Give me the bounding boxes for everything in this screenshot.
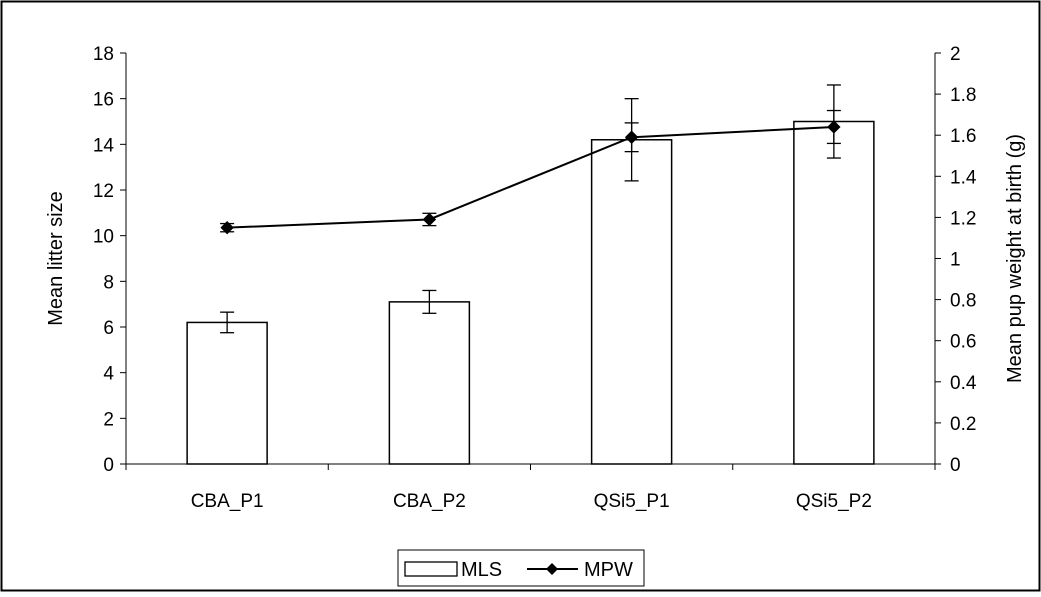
right-tick-label: 1.8 — [950, 85, 976, 106]
right-tick-label: 0 — [950, 455, 961, 476]
left-tick-label: 18 — [93, 44, 114, 65]
x-tick-label: CBA_P1 — [191, 491, 264, 512]
legend-label-mls: MLS — [461, 559, 502, 581]
axes-group: 0 2 4 6 8 10 12 14 16 18 0 0.2 0.4 0.6 0.8 1 1.2 1.4 1.6 1.… — [45, 44, 1026, 512]
bar-MLS — [186, 321, 268, 465]
left-tick-label: 4 — [103, 364, 114, 385]
left-tick-label: 12 — [93, 181, 114, 202]
right-tick-label: 1.6 — [950, 126, 976, 147]
legend: MLS MPW — [397, 549, 645, 587]
legend-swatch-bar — [404, 561, 458, 577]
point-marker-MPW — [827, 120, 841, 134]
left-tick-label: 8 — [103, 272, 114, 293]
y2-axis-title: Mean pup weight at birth (g) — [1004, 134, 1026, 383]
right-tick-label: 0.6 — [950, 332, 976, 353]
right-tick-label: 1.2 — [950, 208, 976, 229]
point-marker-MPW — [624, 130, 639, 144]
right-tick-label: 0.2 — [950, 414, 976, 435]
x-tick-label: QSi5_P1 — [594, 491, 670, 512]
right-tick-label: 1 — [950, 250, 961, 271]
right-tick-label: 0.4 — [950, 373, 977, 394]
right-tick-label: 2 — [950, 44, 961, 65]
x-tick-label: QSi5_P2 — [796, 491, 872, 512]
left-tick-label: 0 — [103, 455, 114, 476]
point-marker-MPW — [422, 212, 437, 227]
legend-marker-diamond — [546, 563, 558, 575]
x-tick-label: CBA_P2 — [393, 491, 466, 512]
bar-MLS — [590, 139, 673, 465]
right-tick-label: 1.4 — [950, 167, 977, 188]
left-tick-label: 2 — [103, 409, 114, 430]
bars-group — [186, 84, 875, 465]
left-tick-label: 16 — [93, 90, 114, 111]
point-marker-MPW — [220, 220, 234, 235]
line-MPW — [227, 125, 834, 229]
left-tick-label: 14 — [93, 135, 115, 156]
bar-MLS — [388, 301, 471, 465]
left-tick-label: 10 — [93, 227, 114, 248]
left-tick-label: 6 — [103, 318, 114, 339]
bar-MLS — [793, 120, 875, 465]
legend-label-mpw: MPW — [584, 559, 633, 581]
right-tick-label: 0.8 — [950, 291, 976, 312]
line-group — [220, 109, 841, 235]
y-axis-title: Mean litter size — [45, 191, 67, 326]
